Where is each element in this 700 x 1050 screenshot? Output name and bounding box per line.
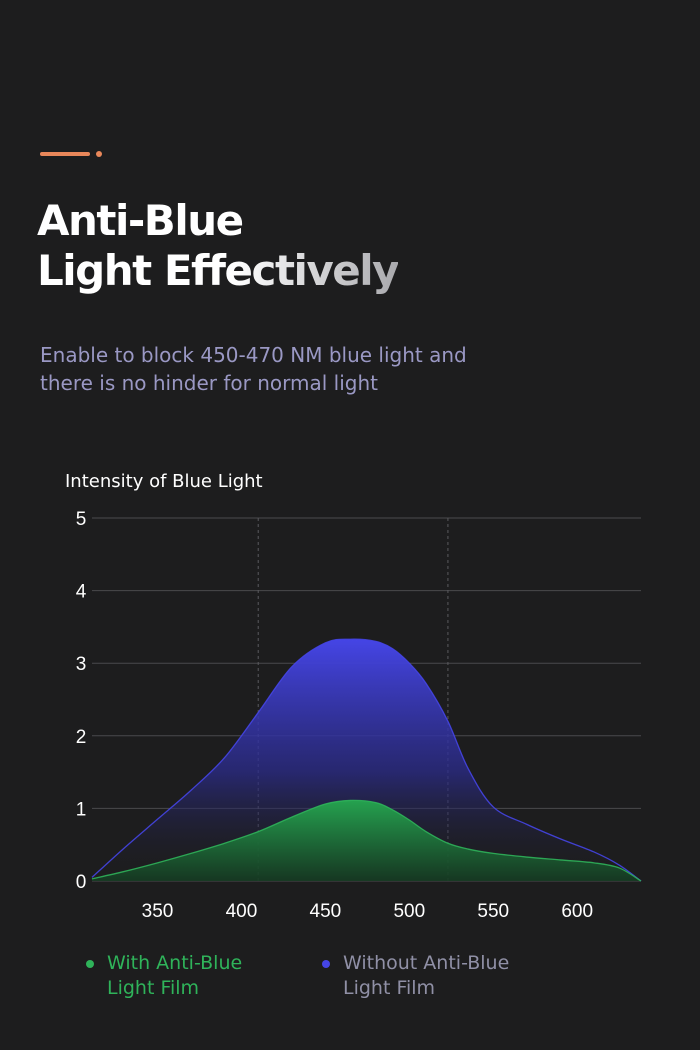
x-tick-label-350: 350 xyxy=(142,901,174,922)
x-tick-label-600: 600 xyxy=(561,901,593,922)
legend-dot-blue xyxy=(322,960,330,968)
y-axis-label: Intensity of Blue Light xyxy=(65,471,263,492)
y-tick-label-2: 2 xyxy=(76,727,87,748)
y-tick-label-3: 3 xyxy=(76,654,87,675)
y-tick-label-1: 1 xyxy=(76,799,87,820)
legend-with-line-1: With Anti-Blue xyxy=(107,952,243,974)
x-tick-label-550: 550 xyxy=(477,901,509,922)
title-line-1: Anti-Blue xyxy=(37,196,243,245)
accent-dot xyxy=(96,151,102,157)
legend-with-line-2: Light Film xyxy=(107,977,200,999)
page-subtitle: Enable to block 450-470 NM blue light an… xyxy=(40,341,600,397)
series-without-film-line xyxy=(91,638,642,882)
legend-label-with-film: With Anti-Blue Light Film xyxy=(107,951,307,1001)
x-tick-label-400: 400 xyxy=(226,901,258,922)
page-title: Anti-Blue Light Effectively xyxy=(37,196,398,296)
legend-dot-green xyxy=(86,960,94,968)
legend-without-line-2: Light Film xyxy=(343,977,436,999)
series-without-film-area xyxy=(92,639,641,881)
subtitle-line-2: there is no hinder for normal light xyxy=(40,371,378,395)
accent-line xyxy=(40,152,90,156)
subtitle-line-1: Enable to block 450-470 NM blue light an… xyxy=(40,343,467,367)
series-with-film-line xyxy=(91,799,642,882)
y-tick-label-4: 4 xyxy=(76,582,87,603)
series-with-film-area xyxy=(92,800,641,881)
legend-label-without-film: Without Anti-Blue Light Film xyxy=(343,951,543,1001)
title-line-2: Light Effectively xyxy=(37,246,399,295)
y-tick-label-5: 5 xyxy=(76,509,87,530)
y-tick-label-0: 0 xyxy=(76,872,87,893)
x-tick-label-450: 450 xyxy=(310,901,342,922)
intensity-chart: 0 1 2 3 4 5 350 400 450 500 550 600 Intensity of Blu… xyxy=(65,471,642,922)
x-tick-label-500: 500 xyxy=(393,901,425,922)
legend-without-line-1: Without Anti-Blue xyxy=(343,952,510,974)
